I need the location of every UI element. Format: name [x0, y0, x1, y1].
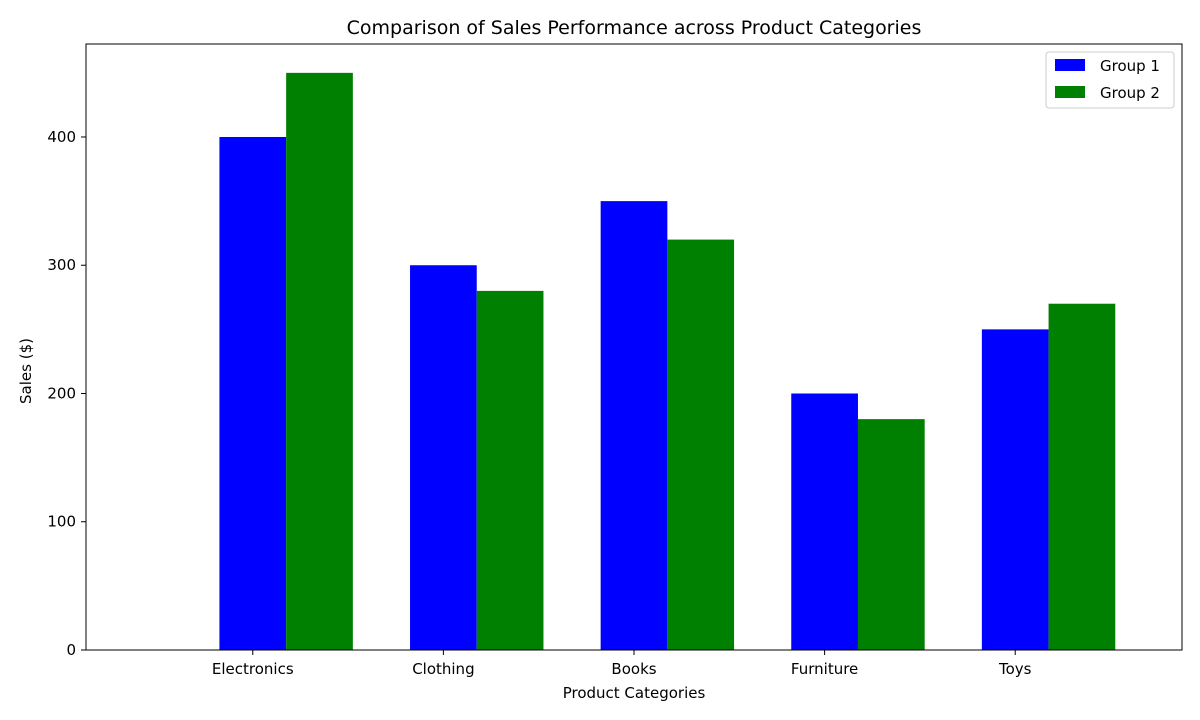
- bar-group-2-furniture: [857, 419, 925, 650]
- bar-group-1-toys: [981, 329, 1049, 650]
- bar-group-2-toys: [1048, 303, 1116, 650]
- y-tick-label: 100: [47, 513, 76, 531]
- x-tick-label: Books: [611, 660, 656, 678]
- bar-group-1-books: [600, 201, 668, 650]
- x-tick-label: Clothing: [412, 660, 474, 678]
- y-tick-label: 0: [66, 641, 76, 659]
- x-axis-label: Product Categories: [563, 684, 706, 702]
- y-tick-label: 400: [47, 128, 76, 146]
- y-tick-label: 200: [47, 384, 76, 402]
- bar-group-2-books: [667, 239, 735, 651]
- bar-group-2-electronics: [286, 72, 353, 651]
- axes-layer: 0 100 200 300 400 Electronics Clothing Books Fur…: [47, 43, 1183, 678]
- legend-label-group-1: Group 1: [1100, 57, 1160, 75]
- legend-swatch-group-2: [1055, 86, 1085, 98]
- legend-swatch-group-1: [1055, 59, 1085, 71]
- bar-group-1-clothing: [410, 265, 477, 650]
- x-tick-label: Electronics: [212, 660, 294, 678]
- legend: Group 1 Group 2: [1045, 51, 1175, 109]
- bar-group-1-furniture: [791, 393, 858, 650]
- bar-group-2-clothing: [476, 290, 544, 650]
- x-tick-label: Furniture: [791, 660, 858, 678]
- legend-label-group-2: Group 2: [1100, 84, 1160, 102]
- y-tick-label: 300: [47, 256, 76, 274]
- y-axis-label: Sales ($): [17, 338, 35, 404]
- bar-group-1-electronics: [219, 136, 287, 650]
- bars-layer: [219, 72, 1116, 651]
- chart-title: Comparison of Sales Performance across P…: [347, 17, 922, 39]
- x-tick-label: Toys: [998, 660, 1032, 678]
